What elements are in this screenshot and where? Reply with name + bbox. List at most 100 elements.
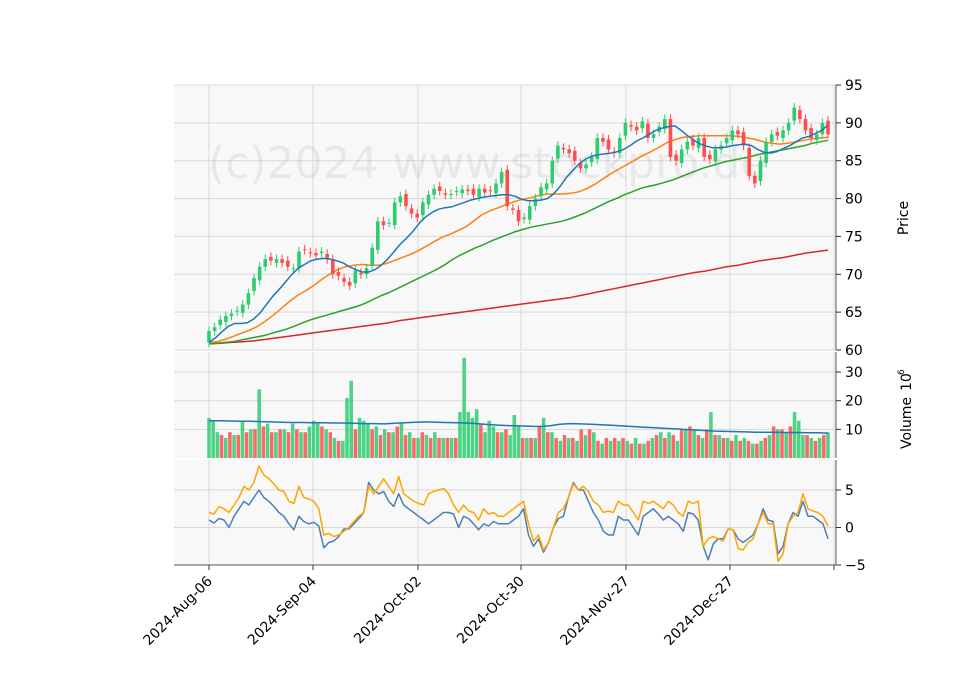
volume-tick-label: 10 [845,422,863,438]
volume-bar [558,440,563,458]
ma-fast-path [208,124,829,344]
volume-bar [679,429,684,458]
volume-bar [692,429,696,458]
candle-body [623,122,628,136]
volume-bar [575,440,579,458]
candle-body [297,251,301,269]
volume-bar [717,435,722,458]
price-panel-background [174,85,836,350]
candle-body [539,187,543,197]
candle-body [421,202,425,216]
volume-bar [403,435,408,458]
volume-tick-label: 30 [845,365,863,381]
volume-bar [483,432,487,458]
volume-bar [370,429,374,458]
volume-bar [675,440,680,458]
candle-body [505,169,510,207]
volume-bar [244,432,249,458]
candle-body [325,253,329,260]
volume-bar [290,423,295,458]
candle-body [449,194,453,196]
volume-bar [520,437,525,458]
volume-bar [696,435,701,458]
volume-bar [433,432,437,458]
oscillator-tick-label: 5 [845,483,854,499]
candle-body [629,125,633,127]
candle-body [556,145,560,159]
volume-bar [684,429,688,458]
candle-body [674,154,678,161]
volume-bar [537,426,542,458]
volume-bar [257,389,261,458]
volume-bar [721,437,726,458]
volume-axis-label: Volume 10 6 [897,369,915,449]
candle-body [809,128,813,138]
volume-bar [734,435,738,458]
volume-bar [391,432,395,458]
volume-bar [374,426,379,458]
candle-body [347,281,352,286]
volume-bar [499,432,504,458]
candle-body [477,188,481,198]
oscillator-line-2 [208,465,829,563]
candle-body [353,270,358,284]
candle-body [601,138,605,142]
volume-bar [466,412,471,458]
ma-long-line [208,249,829,345]
volume-bar [633,437,638,458]
volume-bar [642,443,646,458]
volume-bar [592,432,596,458]
ma-fast-line [208,124,829,344]
candlesticks [207,103,830,347]
volume-bar [750,443,755,458]
volume-bar [491,426,496,458]
volume-bar [211,420,215,458]
volume-bar [725,437,730,458]
volume-bar [462,357,466,458]
volume-bar [282,429,287,458]
volume-bar [700,437,705,458]
volume-bar [215,432,220,458]
candle-body [342,278,346,282]
volume-bar [336,440,341,458]
volume-bar [688,426,692,458]
volume-bar [345,397,349,458]
volume-bar [453,437,458,458]
volume-bar [516,426,521,458]
volume-bar [424,435,429,458]
volume-bar [813,440,818,458]
candle-body [336,272,341,276]
volume-bar [512,415,517,458]
volume-bar [249,429,253,458]
volume-bar [261,426,266,458]
candle-body [769,134,774,142]
volume-bar [382,429,387,458]
x-tick-label: 2024-Oct-02 [351,574,425,648]
candle-body [224,315,228,322]
candle-body [511,208,515,210]
candle-body [522,217,526,220]
candle-body [218,319,223,326]
candle-body [792,107,797,121]
candle-body [617,138,622,154]
volume-bar [495,432,500,458]
candle-body [252,278,256,291]
candle-body [820,122,825,135]
volume-bar [299,432,303,458]
candle-body [814,134,819,141]
volume-bar [763,437,768,458]
candle-body [668,119,673,157]
candle-body [370,247,374,266]
volume-bar [788,426,793,458]
candle-body [285,260,290,267]
candle-body [567,149,571,154]
volume-bar [600,443,604,458]
candle-body [437,186,442,191]
volume-bar [554,437,558,458]
volume-label-text: Volume [899,397,915,449]
volume-bar [646,440,650,458]
candle-body [781,130,785,138]
candle-body [595,138,600,160]
candle-body [702,138,706,157]
candle-body [263,259,268,267]
